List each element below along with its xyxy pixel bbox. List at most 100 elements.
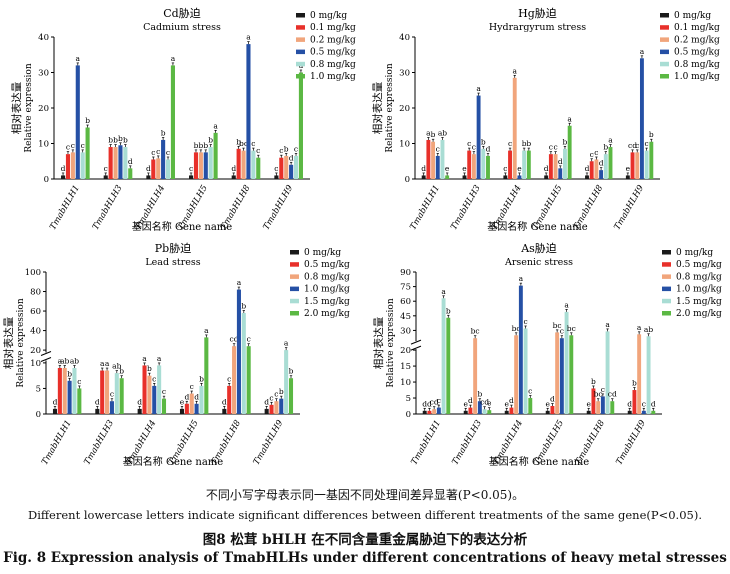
significance-letter: bc [567,324,576,333]
y-tick-label: 40 [38,33,49,43]
significance-letter: c [523,317,527,326]
bar [586,410,591,414]
bar [594,159,599,179]
significance-letter: a [213,121,218,130]
significance-letter: e [504,399,509,408]
bar [608,147,613,179]
significance-letter: bc [239,139,248,148]
significance-letter: b [632,379,637,388]
bar [550,406,555,414]
bar [445,175,450,179]
bar [518,285,523,414]
significance-letter: b [123,136,128,145]
significance-letter: b [446,306,451,315]
y-tick-label: 30 [400,326,411,336]
bar [128,168,133,179]
legend-swatch [290,262,299,267]
bar [544,175,549,179]
significance-letter: c [472,143,476,152]
significance-letter: a [519,274,524,283]
bar [151,159,156,179]
significance-letter: a [204,326,209,335]
bar [118,145,123,179]
legend-label: 0.8 mg/kg [676,272,722,282]
bar [523,328,528,414]
legend-label: 1.5 mg/kg [676,297,722,307]
significance-letter: d [468,396,473,405]
bar [421,175,426,179]
bar [528,398,533,414]
bar [514,335,519,414]
bar [563,148,567,179]
legend-swatch [290,274,299,279]
bar [52,408,58,414]
y-axis-label: Relative expression [385,63,395,152]
bar [70,152,75,179]
bar [462,175,467,179]
significance-letter: d [137,397,142,406]
bar [80,152,85,179]
significance-letter: c [66,143,70,152]
legend-swatch [296,74,305,79]
chart-title: As胁迫 [520,241,557,255]
chart-subtitle: Hydrargyrum stress [489,22,586,33]
bar [170,65,175,179]
significance-letter: a [608,136,613,145]
significance-letter: c [594,148,598,157]
significance-letter: a [142,354,147,363]
legend-label: 1.0 mg/kg [676,285,722,295]
significance-letter: bc [512,324,521,333]
category-label: TmabHLH3 [91,184,125,232]
significance-letter: c [436,144,440,153]
significance-letter: a [58,356,63,365]
bar [436,407,441,414]
bar [651,410,656,414]
bar [545,410,550,414]
bar [589,161,594,179]
significance-letter: d [184,392,189,401]
significance-letter: c [156,147,160,156]
y-tick-label: 30 [38,69,49,79]
category-label: TmabHLH1 [40,419,74,467]
significance-letter: d [194,392,199,401]
significance-letter: b [236,137,241,146]
significance-letter: c [635,141,639,150]
significance-letter: c [528,387,532,396]
y-tick-label: 20 [30,346,41,356]
axis-break-mark [40,351,52,356]
significance-letter: d [627,399,632,408]
legend-swatch [660,37,669,42]
bar [289,164,294,179]
significance-letter: b [194,141,199,150]
significance-letter: a [105,359,110,368]
bar [553,154,558,179]
bar [194,403,199,414]
significance-letter: d [128,157,133,166]
y-axis-label: Relative expression [16,298,26,387]
significance-letter: c [247,335,251,344]
bar [72,367,77,414]
significance-letter: b [199,374,204,383]
bar [264,408,269,414]
bar [137,408,142,414]
bar [232,346,237,414]
bar [446,317,451,414]
significance-letter: a [426,128,431,137]
chart-subtitle: Lead stress [145,257,200,268]
bar [630,152,635,179]
bar [227,385,232,414]
bar [236,289,241,414]
legend-swatch [296,25,305,30]
significance-letter: b [85,116,90,125]
significance-letter: c [71,141,75,150]
significance-letter: d [585,164,590,173]
significance-letter: d [651,399,656,408]
bar [508,150,512,179]
significance-letter: d [421,164,426,173]
bar [526,150,531,179]
significance-letter: b [522,139,527,148]
bar [481,148,486,179]
bar [147,375,152,414]
significance-letter: d [53,397,58,406]
significance-letter: c [503,164,507,173]
